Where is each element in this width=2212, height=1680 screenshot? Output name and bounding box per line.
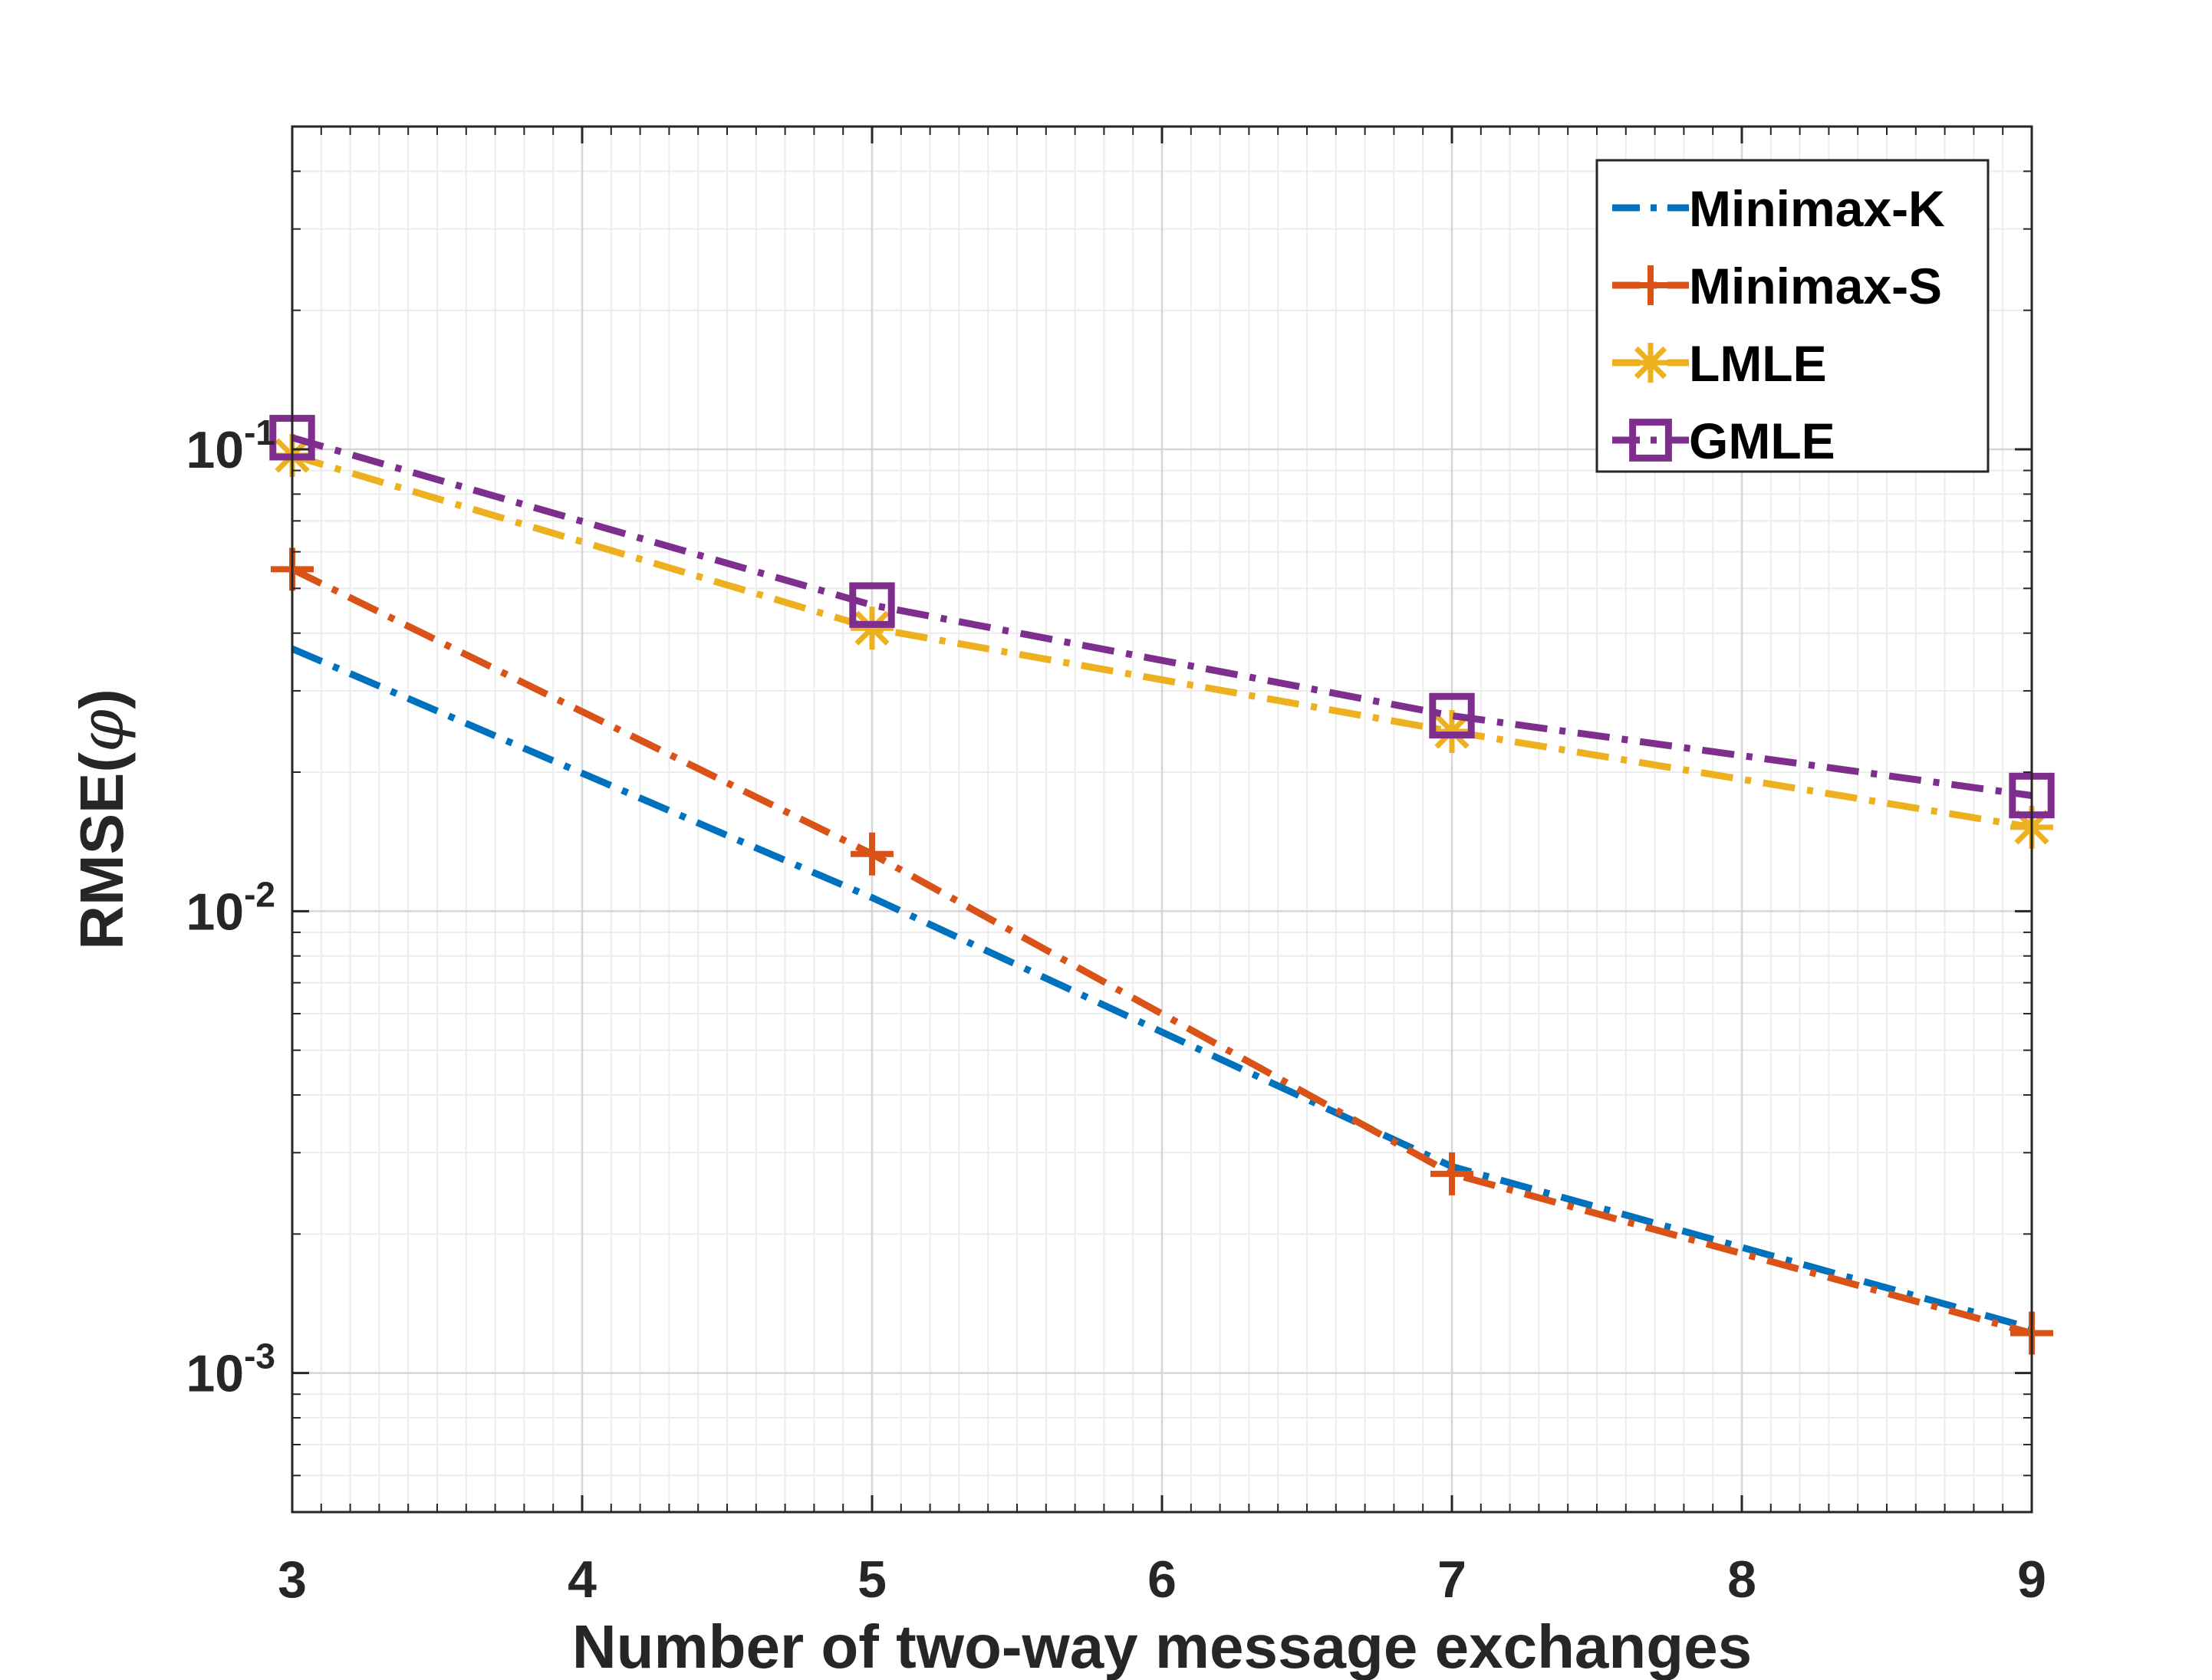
y-tick-labels: 10-110-210-3 [186,413,275,1403]
y-axis-title: RMSE(φ) [66,689,137,949]
legend-entry: Minimax-K [1612,180,1945,237]
data-point [1430,709,1473,753]
x-tick-label: 5 [857,1550,887,1609]
legend-entry: LMLE [1612,335,1827,392]
x-axis-title: Number of two-way message exchanges [572,1613,1752,1680]
series-minimax-k [291,645,2033,1332]
y-tick-label: 10-2 [186,874,275,941]
x-tick-labels: 3 4 5 6 7 8 9 [278,1550,2046,1609]
legend-label: GMLE [1689,413,1835,469]
square-marker [1629,419,1672,462]
series-line [291,452,2033,831]
legend-label: Minimax-K [1689,180,1945,237]
data-point [1429,692,1475,739]
asterisk-marker-d2 [1434,714,1470,749]
y-tick-label-base: 10 [186,883,244,941]
series-line [291,645,2033,1332]
y-tick-label: 10-3 [186,1336,275,1403]
x-tick-label: 4 [568,1550,597,1609]
legend: Minimax-K Minimax-S LMLE GMLE [1595,159,1990,473]
data-point [851,832,894,876]
square-marker [1429,692,1475,739]
legend-label: LMLE [1689,335,1827,392]
y-tick-label-exponent: -3 [244,1336,275,1376]
data-point [1430,1152,1473,1195]
legend-entry: Minimax-S [1612,258,1942,314]
y-axis-title-prefix: RMSE( [67,752,136,950]
legend-label: Minimax-S [1689,258,1942,314]
asterisk-marker-d2 [1634,346,1667,380]
x-tick-label: 3 [278,1550,307,1609]
x-tick-label: 7 [1437,1550,1466,1609]
x-tick-label: 9 [2017,1550,2046,1609]
y-axis-title-suffix: ) [67,689,136,709]
x-tick-label: 6 [1147,1550,1177,1609]
y-tick-label-base: 10 [186,1345,244,1403]
y-tick-label: 10-1 [186,413,275,479]
legend-entry: GMLE [1612,413,1835,469]
series-line [291,566,2033,1337]
y-tick-label-base: 10 [186,421,244,479]
axis-ticks [291,126,2033,1513]
square-marker [849,582,895,628]
series-line [291,434,2033,799]
y-axis-title-symbol: φ [66,709,137,752]
y-tick-label-exponent: -1 [244,413,275,452]
series-layer [269,415,2055,1355]
data-point [849,582,895,628]
x-tick-label: 8 [1727,1550,1756,1609]
asterisk-marker-d2 [854,610,890,646]
data-point [851,607,894,650]
y-tick-label-exponent: -2 [244,874,275,914]
